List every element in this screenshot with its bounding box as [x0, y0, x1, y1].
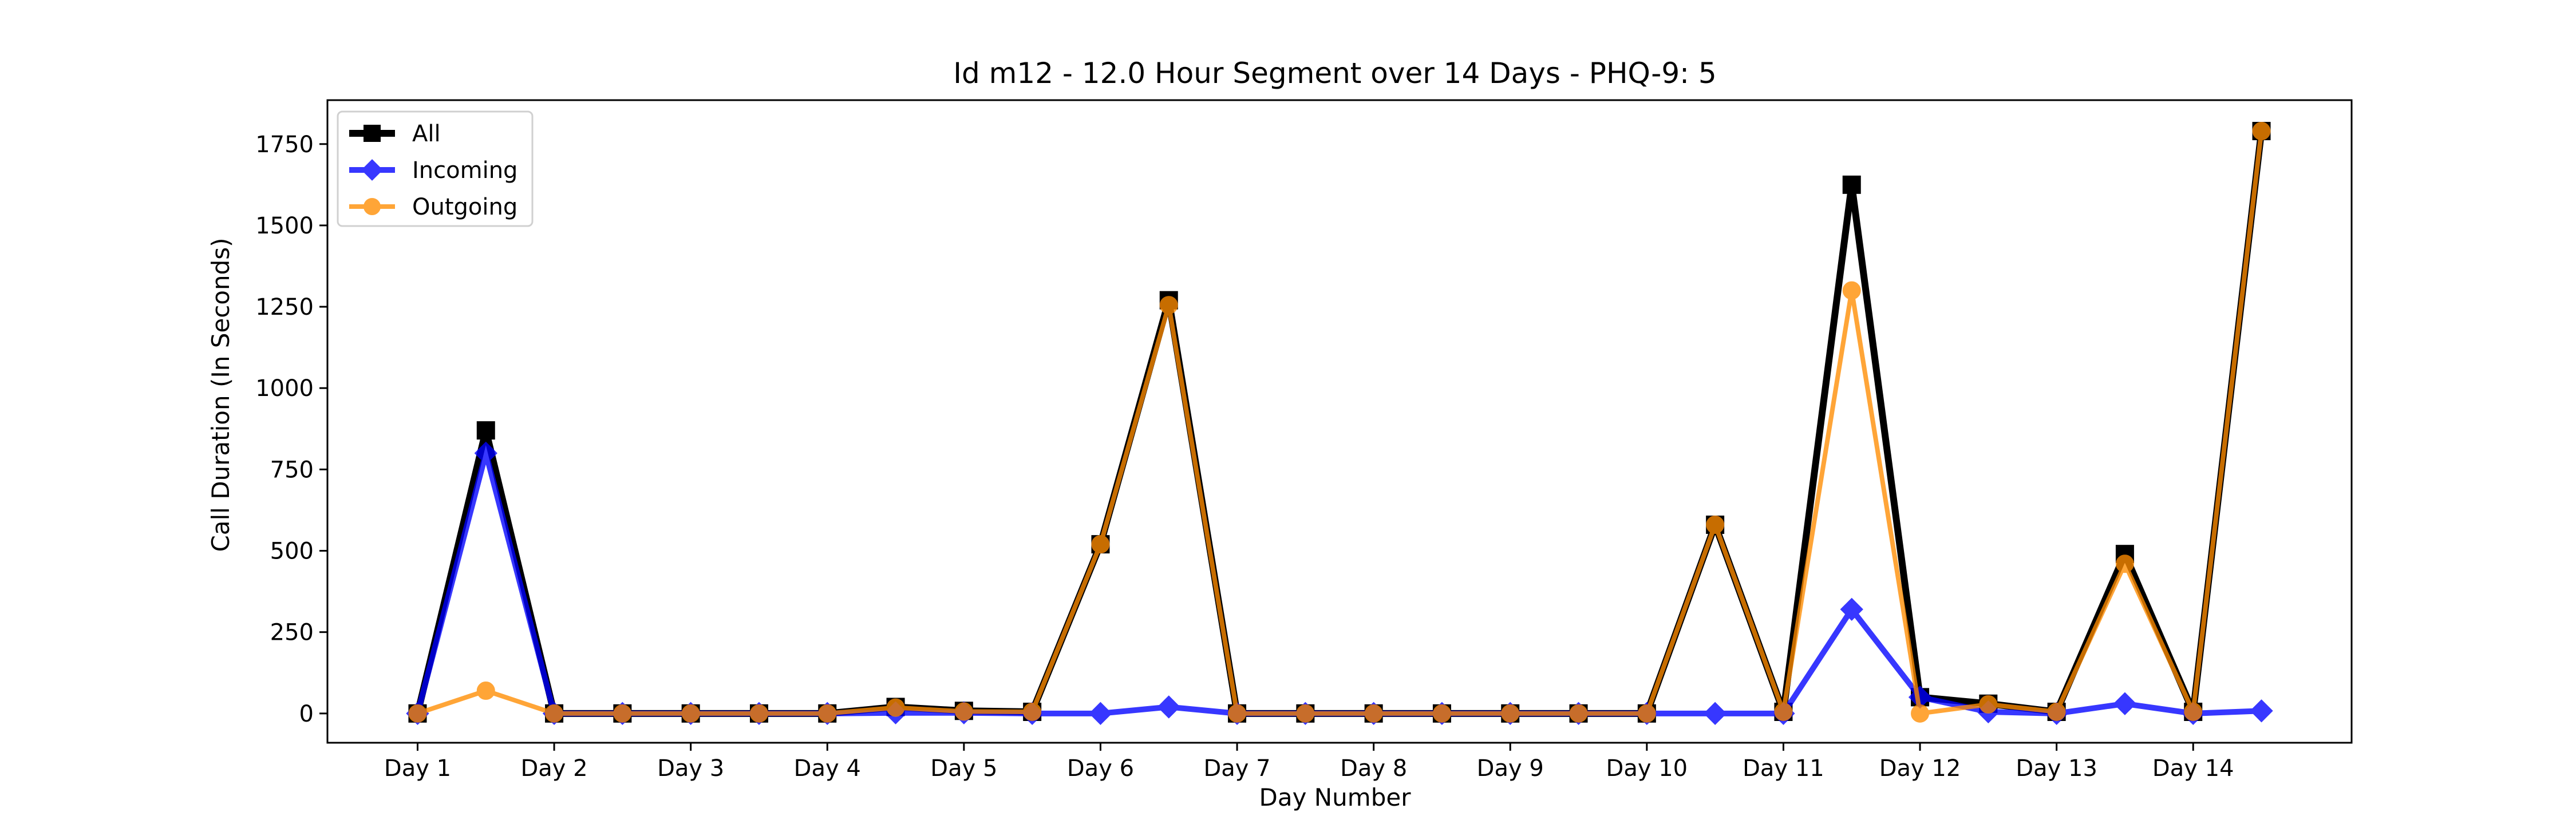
data-point-outgoing: [1432, 704, 1451, 723]
legend-label: Incoming: [412, 157, 517, 184]
y-tick-label: 1000: [255, 375, 314, 402]
x-tick-label: Day 3: [657, 755, 724, 782]
data-point-incoming: [1157, 695, 1180, 719]
data-point-outgoing: [1364, 704, 1383, 723]
legend-item-all: [349, 125, 395, 142]
x-tick-label: Day 9: [1477, 755, 1544, 782]
legend-item-outgoing: [349, 198, 395, 215]
y-tick-label: 250: [270, 620, 314, 646]
data-point-all: [476, 421, 495, 440]
legend-marker: [364, 198, 381, 215]
x-tick-label: Day 11: [1743, 755, 1824, 782]
data-point-outgoing: [1228, 704, 1247, 723]
data-point-outgoing: [1706, 516, 1725, 534]
y-tick-label: 1750: [255, 132, 314, 158]
y-axis-label: Call Duration (In Seconds): [207, 237, 235, 552]
series-outgoing: [408, 122, 2271, 723]
series-line-outgoing: [417, 130, 2264, 716]
y-tick-label: 1250: [255, 294, 314, 320]
data-point-outgoing: [1023, 702, 1042, 721]
data-point-all: [1842, 175, 1861, 194]
plot-area: 0 250 500 750 1000 1250 1500 1750 Day 1 Day 2 Day …: [255, 99, 2353, 782]
x-tick-label: Day 4: [794, 755, 861, 782]
data-point-incoming: [1703, 702, 1727, 725]
x-tick-label: Day 8: [1340, 755, 1407, 782]
x-tick-label: Day 14: [2152, 755, 2234, 782]
legend: All Incoming Outgoing: [337, 110, 534, 227]
data-point-outgoing: [1159, 296, 1178, 315]
data-point-outgoing: [2252, 122, 2271, 141]
data-point-outgoing: [886, 698, 905, 717]
x-tick-label: Day 7: [1203, 755, 1270, 782]
data-point-outgoing: [2115, 554, 2134, 573]
y-tick-label: 0: [299, 701, 314, 727]
data-point-incoming: [2113, 692, 2137, 715]
y-tick-label: 750: [270, 457, 314, 483]
x-tick-label: Day 2: [520, 755, 587, 782]
data-point-outgoing: [749, 704, 768, 723]
x-tick-label: Day 10: [1606, 755, 1688, 782]
x-tick-label: Day 12: [1879, 755, 1961, 782]
y-tick-label: 500: [270, 538, 314, 565]
data-point-incoming: [474, 441, 497, 465]
legend-box: [337, 110, 534, 227]
data-point-outgoing: [545, 704, 564, 723]
legend-marker: [361, 159, 383, 181]
x-tick-label: Day 5: [930, 755, 997, 782]
legend-label: All: [412, 121, 441, 147]
x-axis-label: Day Number: [1259, 783, 1411, 811]
data-point-outgoing: [818, 704, 837, 723]
data-point-incoming: [1840, 597, 1863, 621]
data-point-incoming: [2250, 699, 2273, 723]
data-point-outgoing: [476, 682, 495, 700]
x-tick-label: Day 1: [384, 755, 451, 782]
chart-title: Id m12 - 12.0 Hour Segment over 14 Days …: [953, 57, 1716, 90]
legend-marker: [364, 125, 381, 142]
x-tick-label: Day 6: [1067, 755, 1134, 782]
legend-label: Outgoing: [412, 194, 517, 220]
data-point-outgoing: [1979, 695, 1998, 714]
data-point-outgoing: [1774, 702, 1793, 721]
data-point-outgoing: [1911, 704, 1930, 723]
data-point-outgoing: [408, 704, 427, 723]
data-point-outgoing: [613, 704, 632, 723]
data-point-incoming: [1089, 702, 1112, 725]
plot-frame: [326, 99, 2353, 744]
data-point-outgoing: [1569, 704, 1588, 723]
x-tick-label: Day 13: [2016, 755, 2097, 782]
data-point-outgoing: [1296, 704, 1315, 723]
y-tick-label: 1500: [255, 213, 314, 239]
data-point-outgoing: [2047, 702, 2066, 721]
legend-item-incoming: [349, 159, 395, 181]
data-point-outgoing: [1842, 281, 1861, 300]
data-point-outgoing: [954, 702, 973, 721]
data-point-outgoing: [1637, 704, 1656, 723]
data-point-outgoing: [2184, 702, 2203, 721]
data-point-outgoing: [1091, 535, 1110, 554]
data-point-outgoing: [1501, 704, 1520, 723]
data-point-outgoing: [681, 704, 700, 723]
